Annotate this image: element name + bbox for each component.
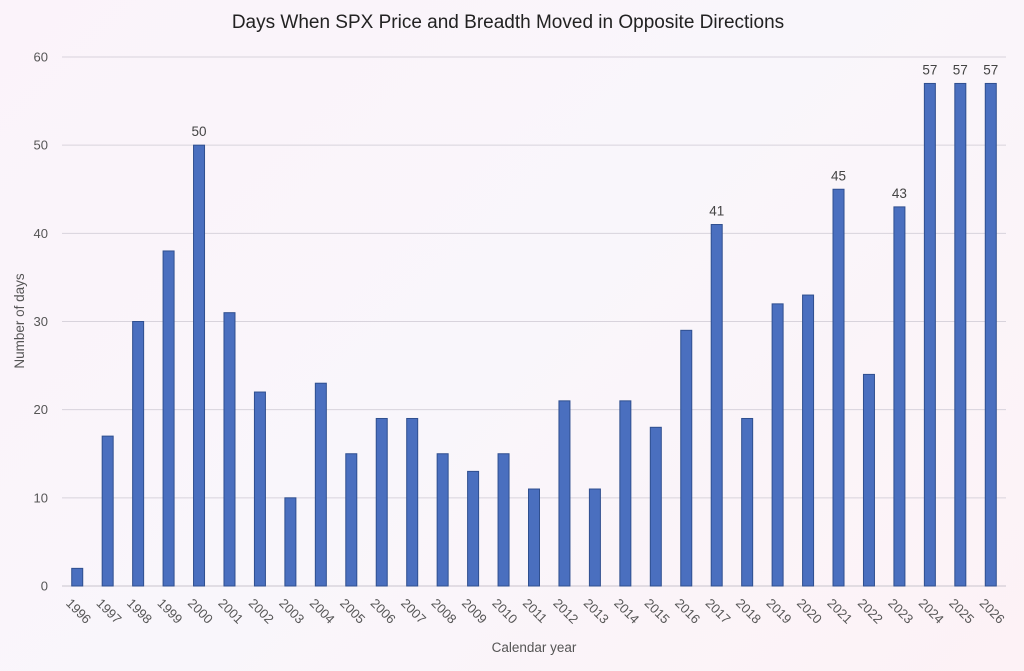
x-tick-label: 2009 [459, 596, 490, 627]
bar-2017 [710, 224, 723, 587]
x-tick-label: 2018 [733, 596, 764, 627]
bar-2015 [649, 426, 662, 587]
y-tick-label: 60 [34, 50, 48, 65]
data-label-2021: 45 [831, 168, 846, 183]
x-tick-label: 2007 [398, 596, 429, 627]
bar-1997 [101, 435, 114, 587]
bar-2010 [497, 453, 510, 587]
data-label-2024: 57 [922, 62, 937, 77]
bar-2024 [923, 82, 936, 587]
bar-2009 [467, 470, 480, 587]
x-tick-label: 2020 [794, 596, 825, 627]
bar-2004 [314, 382, 327, 587]
x-tick-label: 2021 [824, 596, 855, 627]
bar-2025 [954, 82, 967, 587]
bar-1996 [71, 567, 84, 587]
x-tick-label: 2013 [581, 596, 612, 627]
x-tick-label: 2025 [946, 596, 977, 627]
bar-2002 [253, 391, 266, 587]
gridlines [62, 56, 1006, 587]
bar-1998 [132, 321, 145, 587]
bar-2007 [406, 417, 419, 587]
x-tick-label: 2008 [429, 596, 460, 627]
x-tick-label: 2022 [855, 596, 886, 627]
x-tick-label: 2005 [337, 596, 368, 627]
bar-2016 [680, 329, 693, 587]
bar-2012 [558, 400, 571, 587]
x-tick-label: 2001 [215, 596, 246, 627]
bar-2018 [741, 417, 754, 587]
x-tick-label: 2002 [246, 596, 277, 627]
x-tick-label: 2012 [550, 596, 581, 627]
x-tick-label: 2006 [368, 596, 399, 627]
bar-2013 [588, 488, 601, 587]
bar-2026 [984, 82, 997, 587]
bar-2003 [284, 497, 297, 587]
y-tick-label: 0 [41, 579, 48, 594]
data-label-2023: 43 [892, 186, 907, 201]
x-tick-label: 1999 [154, 596, 185, 627]
x-tick-label: 2014 [611, 596, 642, 627]
y-tick-label: 50 [34, 138, 48, 153]
y-axis-ticks: 0 10 20 30 40 50 60 [34, 50, 48, 594]
data-label-2000: 50 [192, 124, 207, 139]
x-tick-label: 2015 [642, 596, 673, 627]
x-axis-title: Calendar year [492, 640, 577, 655]
x-tick-label: 2016 [672, 596, 703, 627]
x-axis-ticks: 1996 1997 1998 1999 2000 2001 2002 2003 2004 2005… [63, 596, 1008, 627]
bar-2005 [345, 453, 358, 587]
bar-2006 [375, 417, 388, 587]
data-labels: 50 41 45 43 57 57 57 [192, 62, 999, 218]
bar-2011 [528, 488, 540, 587]
x-tick-label: 1996 [63, 596, 94, 627]
x-tick-label: 2000 [185, 596, 216, 627]
x-tick-label: 2026 [977, 596, 1008, 627]
bars [71, 82, 997, 587]
bar-1999 [162, 250, 175, 587]
y-tick-label: 30 [34, 314, 48, 329]
x-tick-label: 2004 [307, 596, 338, 627]
x-tick-label: 2023 [885, 596, 916, 627]
x-tick-label: 2017 [703, 596, 734, 627]
x-tick-label: 2011 [520, 596, 550, 626]
y-tick-label: 20 [34, 402, 48, 417]
x-tick-label: 2024 [916, 596, 947, 627]
x-tick-label: 2003 [276, 596, 307, 627]
bar-2019 [771, 303, 784, 587]
data-label-2025: 57 [953, 62, 968, 77]
y-axis-title: Number of days [12, 273, 27, 369]
bar-2022 [862, 373, 875, 587]
bar-2020 [802, 294, 815, 587]
bar-2023 [893, 206, 906, 587]
bar-2021 [832, 188, 845, 587]
x-tick-label: 1998 [124, 596, 155, 627]
bar-2008 [436, 453, 449, 587]
y-tick-label: 10 [34, 490, 48, 505]
bar-2001 [223, 312, 236, 587]
x-tick-label: 2010 [489, 596, 520, 627]
chart-title: Days When SPX Price and Breadth Moved in… [232, 12, 784, 33]
data-label-2026: 57 [983, 62, 998, 77]
x-tick-label: 2019 [763, 596, 794, 627]
y-tick-label: 40 [34, 226, 48, 241]
bar-2000 [193, 144, 206, 587]
bar-2014 [619, 400, 632, 587]
data-label-2017: 41 [709, 204, 724, 219]
x-tick-label: 1997 [94, 596, 125, 627]
